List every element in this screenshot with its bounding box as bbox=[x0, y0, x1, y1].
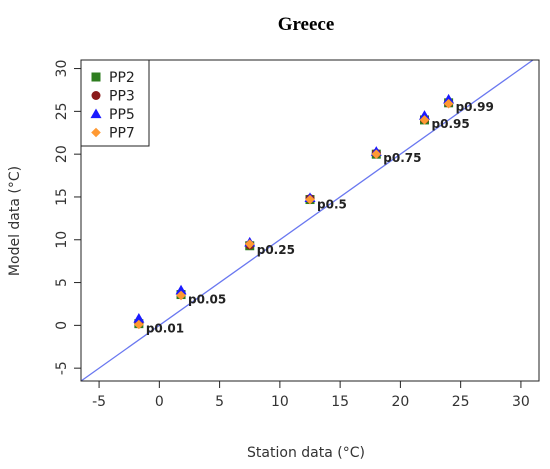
annotation-label: p0.5 bbox=[317, 197, 347, 211]
x-tick-label: 5 bbox=[215, 394, 224, 410]
legend-marker-pp7 bbox=[91, 127, 101, 138]
legend-label-pp5: PP5 bbox=[109, 107, 135, 123]
point-pp7 bbox=[134, 319, 144, 330]
point-pp5 bbox=[443, 93, 455, 104]
legend-label-pp2: PP2 bbox=[109, 70, 135, 86]
point-pp5 bbox=[419, 110, 430, 120]
y-tick-label: 10 bbox=[54, 231, 70, 249]
annotation-label: p0.05 bbox=[188, 292, 226, 306]
y-tick-label: 25 bbox=[54, 102, 70, 120]
x-tick-label: 0 bbox=[155, 394, 164, 410]
x-tick-label: 30 bbox=[512, 394, 530, 410]
point-pp7 bbox=[419, 115, 430, 125]
x-tick-label: 10 bbox=[271, 394, 289, 410]
y-axis-label: Model data (°C) bbox=[7, 166, 23, 276]
point-pp7 bbox=[244, 239, 255, 249]
annotation-label: p0.25 bbox=[257, 243, 295, 257]
annotation-label: p0.01 bbox=[146, 322, 184, 336]
y-tick-label: -5 bbox=[54, 361, 70, 375]
point-pp5 bbox=[175, 284, 187, 295]
plot-area: -5 0 5 10 15 20 25 30 -5 0 5 10 15 20 25 30 p0.01 p0.05 p0… bbox=[54, 59, 540, 410]
point-pp7 bbox=[371, 149, 382, 159]
point-pp7 bbox=[176, 290, 186, 301]
y-tick-label: 5 bbox=[54, 278, 70, 287]
annotation-label: p0.99 bbox=[456, 100, 494, 114]
legend-label-pp3: PP3 bbox=[109, 89, 135, 105]
y-tick-label: 0 bbox=[54, 321, 70, 330]
identity-line bbox=[81, 60, 535, 381]
x-tick-label: 25 bbox=[452, 394, 470, 410]
x-axis-label: Station data (°C) bbox=[247, 445, 365, 461]
y-tick-label: 15 bbox=[54, 188, 70, 206]
annotation-label: p0.75 bbox=[383, 151, 421, 165]
point-pp7 bbox=[305, 194, 315, 205]
annotation-label: p0.95 bbox=[432, 117, 470, 131]
x-tick-label: 15 bbox=[331, 394, 349, 410]
point-pp7 bbox=[443, 98, 454, 109]
legend-marker-pp3 bbox=[91, 91, 101, 100]
legend-marker-pp2 bbox=[91, 72, 101, 82]
point-pp5 bbox=[133, 313, 145, 323]
legend-marker-pp5 bbox=[90, 108, 102, 119]
plot-frame bbox=[80, 59, 540, 382]
y-tick-label: 20 bbox=[54, 145, 70, 163]
chart-title: Greece bbox=[278, 14, 335, 35]
x-tick-label: -5 bbox=[92, 394, 106, 410]
y-tick-label: 30 bbox=[54, 60, 70, 78]
x-tick-label: 20 bbox=[391, 394, 409, 410]
legend-label-pp7: PP7 bbox=[109, 126, 135, 142]
